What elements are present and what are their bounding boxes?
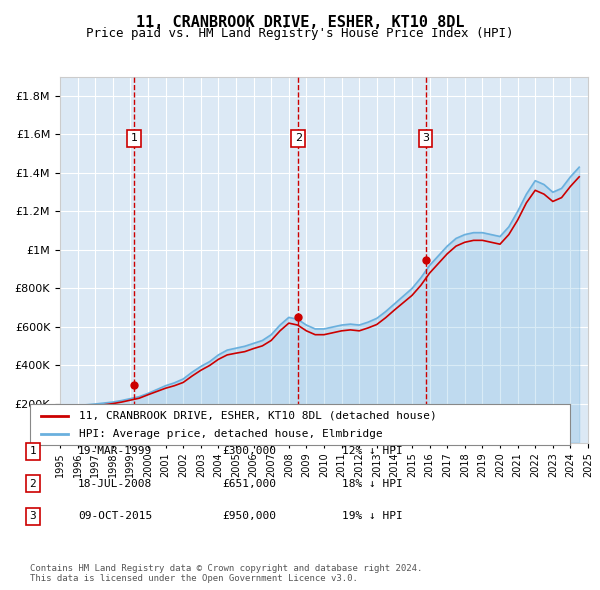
- Text: 2: 2: [29, 479, 37, 489]
- Text: 3: 3: [422, 133, 429, 143]
- Text: 09-OCT-2015: 09-OCT-2015: [78, 512, 152, 521]
- Text: 18-JUL-2008: 18-JUL-2008: [78, 479, 152, 489]
- Text: 18% ↓ HPI: 18% ↓ HPI: [342, 479, 403, 489]
- Text: 11, CRANBROOK DRIVE, ESHER, KT10 8DL: 11, CRANBROOK DRIVE, ESHER, KT10 8DL: [136, 15, 464, 30]
- Text: 19% ↓ HPI: 19% ↓ HPI: [342, 512, 403, 521]
- Text: 1: 1: [131, 133, 137, 143]
- Text: £300,000: £300,000: [222, 447, 276, 456]
- Text: HPI: Average price, detached house, Elmbridge: HPI: Average price, detached house, Elmb…: [79, 429, 382, 439]
- Text: 11, CRANBROOK DRIVE, ESHER, KT10 8DL (detached house): 11, CRANBROOK DRIVE, ESHER, KT10 8DL (de…: [79, 411, 436, 421]
- Text: £950,000: £950,000: [222, 512, 276, 521]
- Text: 2: 2: [295, 133, 302, 143]
- Text: 3: 3: [29, 512, 37, 521]
- Text: 1: 1: [29, 447, 37, 456]
- Text: Price paid vs. HM Land Registry's House Price Index (HPI): Price paid vs. HM Land Registry's House …: [86, 27, 514, 40]
- Text: 12% ↓ HPI: 12% ↓ HPI: [342, 447, 403, 456]
- Text: £651,000: £651,000: [222, 479, 276, 489]
- Text: Contains HM Land Registry data © Crown copyright and database right 2024.
This d: Contains HM Land Registry data © Crown c…: [30, 563, 422, 583]
- Text: 19-MAR-1999: 19-MAR-1999: [78, 447, 152, 456]
